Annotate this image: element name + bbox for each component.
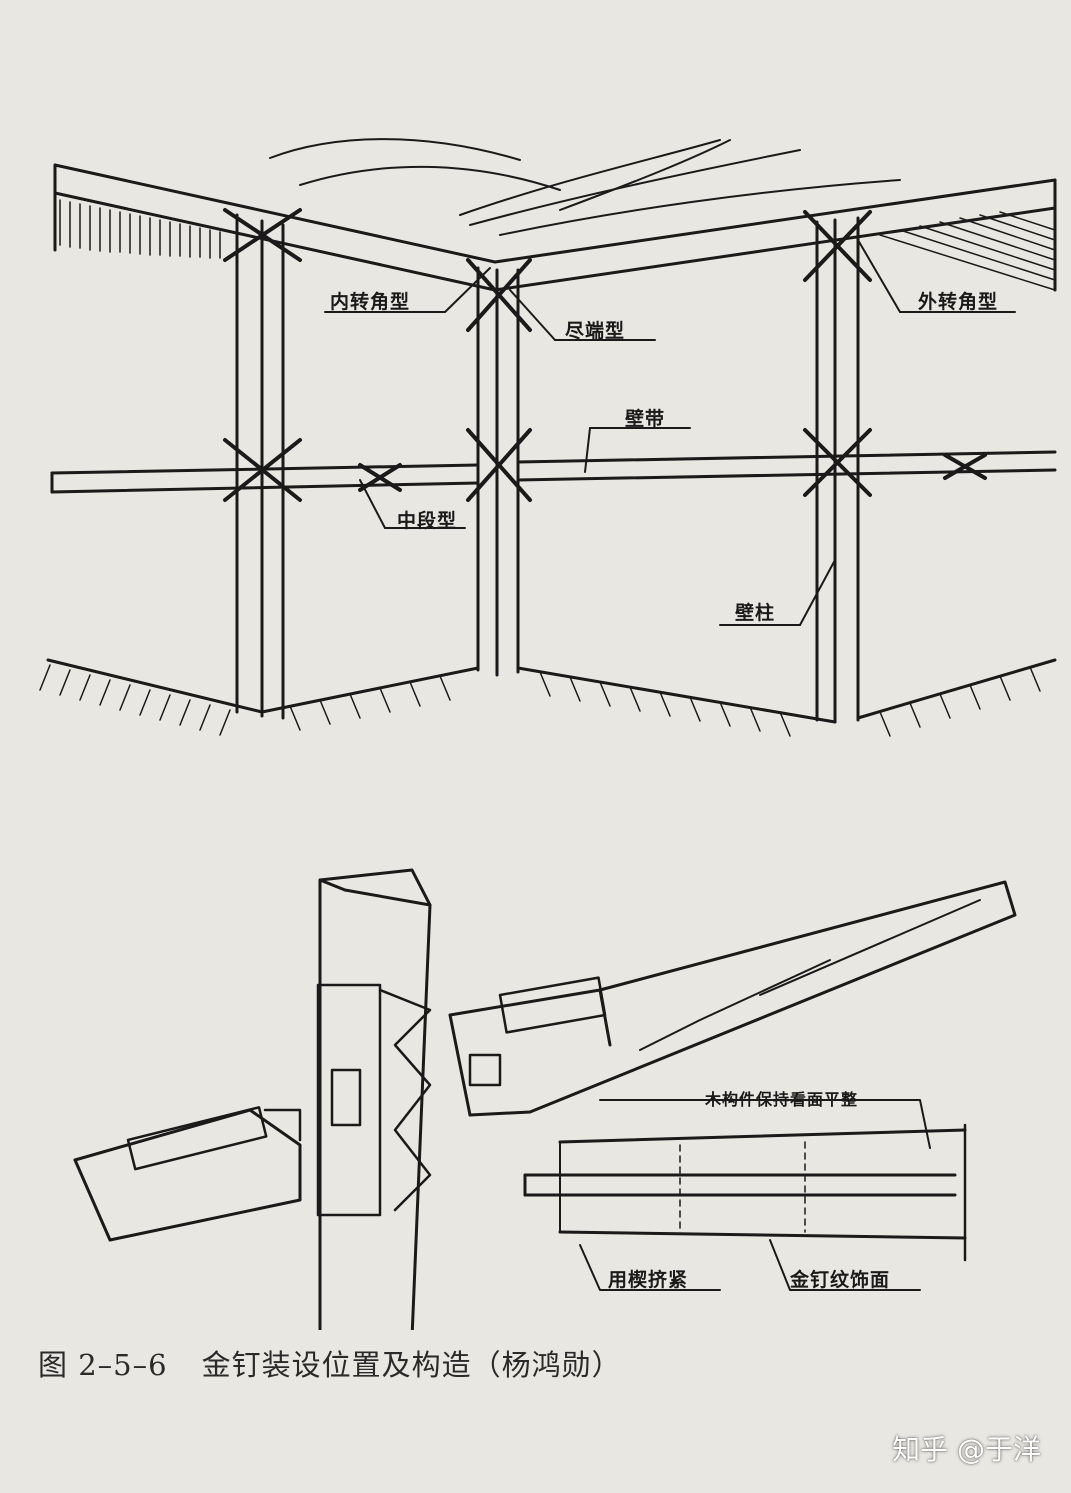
figure-caption: 图 2–5–6 金钉装设位置及构造（杨鸿勋） — [38, 1342, 622, 1384]
top-beam-right — [493, 178, 1057, 292]
label-middle-type: 中段型 — [397, 510, 458, 532]
post-center — [476, 266, 520, 677]
detail-beam-right — [448, 880, 1017, 1117]
label-inner-corner: 内转角型 — [330, 291, 411, 313]
caption-number: 图 2–5–6 — [38, 1348, 168, 1382]
floor-edges — [46, 658, 1057, 724]
label-wall-band: 壁带 — [625, 408, 666, 430]
floor-hatch — [39, 664, 1041, 737]
hatch-right — [879, 211, 1056, 291]
detail-beam-left — [73, 1106, 302, 1242]
post-right — [815, 216, 860, 724]
joint-marks — [223, 208, 987, 502]
hatch-left — [59, 199, 221, 259]
leader-lines — [324, 239, 1016, 626]
ceiling-lines — [269, 138, 901, 236]
detail-section — [523, 1099, 967, 1291]
watermark: 知乎 @于洋 — [892, 1433, 1041, 1466]
label-face-flat: 木构件保持看面平整 — [705, 1090, 859, 1109]
label-wedge: 用楔挤紧 — [608, 1269, 689, 1291]
detail-post — [316, 868, 432, 1330]
middle-band-right — [516, 450, 1057, 482]
room-illustration — [39, 138, 1057, 1330]
label-wall-post: 壁柱 — [735, 602, 776, 624]
label-end-type: 尽端型 — [565, 320, 626, 342]
label-outer-corner: 外转角型 — [918, 291, 999, 313]
caption-text: 金钉装设位置及构造（杨鸿勋） — [201, 1348, 622, 1382]
label-nail-face: 金钉纹饰面 — [790, 1269, 891, 1291]
